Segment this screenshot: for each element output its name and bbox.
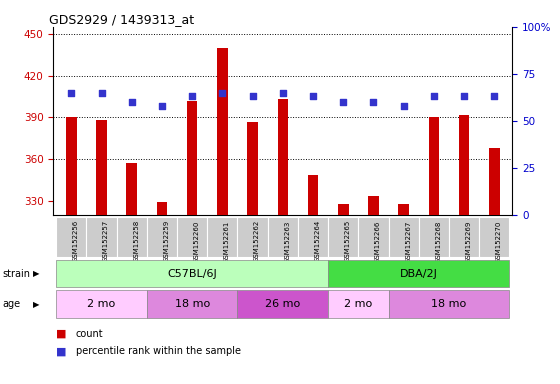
- Text: 2 mo: 2 mo: [344, 299, 372, 310]
- Bar: [248, 122, 258, 215]
- Bar: [147, 291, 237, 318]
- Text: GSM152258: GSM152258: [133, 220, 139, 262]
- Point: [97, 90, 106, 96]
- Bar: [368, 195, 379, 215]
- Bar: [358, 217, 389, 257]
- Bar: [449, 217, 479, 257]
- Text: ▶: ▶: [32, 300, 39, 309]
- Point: [369, 99, 378, 105]
- Text: GSM152257: GSM152257: [103, 220, 109, 262]
- Bar: [86, 217, 116, 257]
- Text: GSM152270: GSM152270: [496, 220, 502, 263]
- Bar: [328, 217, 358, 257]
- Bar: [308, 175, 318, 215]
- Bar: [147, 217, 177, 257]
- Text: ■: ■: [56, 329, 67, 339]
- Bar: [428, 118, 439, 215]
- Point: [188, 93, 197, 99]
- Text: 2 mo: 2 mo: [87, 299, 116, 310]
- Bar: [237, 217, 268, 257]
- Bar: [268, 217, 298, 257]
- Text: 26 mo: 26 mo: [265, 299, 300, 310]
- Point: [309, 93, 318, 99]
- Text: GSM152259: GSM152259: [164, 220, 170, 262]
- Point: [430, 93, 438, 99]
- Point: [218, 90, 227, 96]
- Point: [127, 99, 136, 105]
- Point: [157, 103, 166, 109]
- Text: GSM152266: GSM152266: [375, 220, 381, 263]
- Point: [460, 93, 469, 99]
- Point: [248, 93, 257, 99]
- Text: age: age: [3, 299, 21, 310]
- Bar: [56, 291, 147, 318]
- Text: GSM152263: GSM152263: [284, 220, 290, 263]
- Point: [278, 90, 287, 96]
- Bar: [237, 291, 328, 318]
- Point: [67, 90, 76, 96]
- Text: ■: ■: [56, 346, 67, 356]
- Text: GSM152269: GSM152269: [465, 220, 472, 263]
- Bar: [66, 118, 77, 215]
- Point: [490, 93, 499, 99]
- Text: GSM152262: GSM152262: [254, 220, 260, 262]
- Bar: [187, 101, 198, 215]
- Text: ▶: ▶: [32, 269, 39, 278]
- Bar: [328, 260, 510, 287]
- Bar: [217, 48, 228, 215]
- Text: GSM152268: GSM152268: [435, 220, 441, 263]
- Text: count: count: [76, 329, 103, 339]
- Text: 18 mo: 18 mo: [431, 299, 466, 310]
- Bar: [298, 217, 328, 257]
- Point: [399, 103, 408, 109]
- Text: percentile rank within the sample: percentile rank within the sample: [76, 346, 241, 356]
- Bar: [207, 217, 237, 257]
- Text: C57BL/6J: C57BL/6J: [167, 268, 217, 279]
- Bar: [177, 217, 207, 257]
- Text: GSM152260: GSM152260: [194, 220, 200, 263]
- Bar: [479, 217, 510, 257]
- Text: GSM152265: GSM152265: [345, 220, 351, 262]
- Text: GSM152256: GSM152256: [73, 220, 79, 262]
- Bar: [278, 99, 288, 215]
- Bar: [389, 291, 510, 318]
- Bar: [157, 202, 167, 215]
- Bar: [489, 148, 500, 215]
- Bar: [389, 217, 419, 257]
- Bar: [419, 217, 449, 257]
- Bar: [338, 204, 348, 215]
- Bar: [116, 217, 147, 257]
- Text: GSM152267: GSM152267: [405, 220, 411, 263]
- Bar: [56, 260, 328, 287]
- Bar: [328, 291, 389, 318]
- Bar: [127, 164, 137, 215]
- Text: GSM152264: GSM152264: [315, 220, 320, 262]
- Bar: [56, 217, 86, 257]
- Bar: [96, 120, 107, 215]
- Text: 18 mo: 18 mo: [175, 299, 210, 310]
- Text: GSM152261: GSM152261: [224, 220, 230, 263]
- Point: [339, 99, 348, 105]
- Text: GDS2929 / 1439313_at: GDS2929 / 1439313_at: [49, 13, 194, 26]
- Bar: [459, 115, 469, 215]
- Bar: [398, 204, 409, 215]
- Text: strain: strain: [3, 268, 31, 279]
- Text: DBA/2J: DBA/2J: [400, 268, 438, 279]
